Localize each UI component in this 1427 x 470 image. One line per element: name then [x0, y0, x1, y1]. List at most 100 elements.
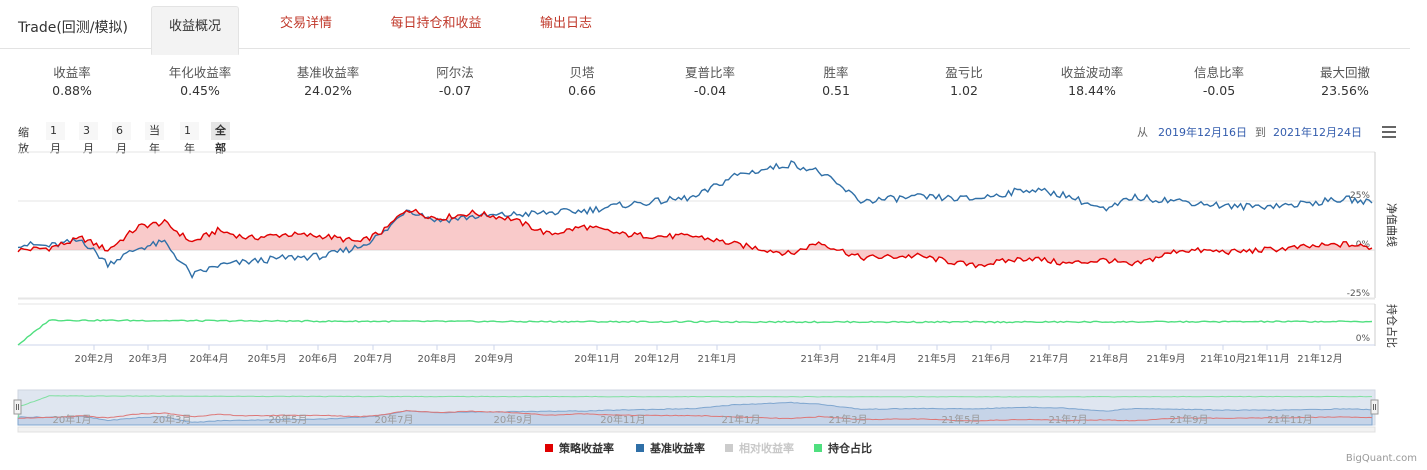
metric-label: 夏普比率 — [684, 65, 735, 80]
navigator-position — [17, 395, 1372, 419]
x-tick-label: 21年1月 — [697, 352, 736, 365]
metric-value: 18.44% — [1068, 83, 1116, 98]
legend-item-position[interactable]: 持仓占比 — [814, 440, 872, 456]
zoom-label: 缩放 — [18, 126, 29, 155]
x-tick-label: 21年3月 — [800, 352, 839, 365]
zoom-1m-button[interactable]: 1月 — [46, 122, 65, 155]
metric-value: -0.04 — [693, 83, 727, 98]
x-tick-label: 20年9月 — [474, 352, 513, 365]
main-gridlines — [18, 200, 1375, 300]
metric-volatility: 收益波动率 18.44% — [1037, 62, 1147, 98]
zoom-6m-button[interactable]: 6月 — [112, 122, 131, 155]
x-tick-label: 21年5月 — [917, 352, 956, 365]
x-tick-label: 20年6月 — [298, 352, 337, 365]
navigator-strategy — [17, 410, 1373, 422]
navigator-tick-label: 21年7月 — [1048, 413, 1087, 426]
credit-text: BigQuant.com — [1345, 453, 1417, 464]
metric-label: 最大回撤 — [1319, 65, 1370, 80]
navigator-benchmark — [17, 401, 1373, 426]
x-tick-label: 20年11月 — [574, 352, 619, 365]
range-to-label: 到 — [1255, 126, 1266, 139]
metric-label: 阿尔法 — [436, 65, 474, 80]
zoom-all-button[interactable]: 全部 — [211, 122, 230, 155]
strategy-fill-area — [18, 209, 1372, 268]
position-y-tick-labels: 0% — [1356, 334, 1371, 344]
tab-output-log[interactable]: 输出日志 — [539, 16, 592, 31]
navigator-left-handle[interactable] — [13, 399, 22, 415]
navigator-tick-label: 20年5月 — [268, 413, 307, 426]
zoom-1y-button[interactable]: 1年 — [180, 122, 199, 155]
navigator-tick-label: 21年9月 — [1169, 413, 1208, 426]
strategy-line — [17, 208, 1373, 269]
legend-label: 持仓占比 — [828, 442, 872, 455]
benchmark-line — [17, 160, 1373, 280]
tab-overview[interactable]: 收益概况 — [151, 6, 239, 55]
metric-annual-return: 年化收益率 0.45% — [145, 62, 255, 98]
metric-label: 收益波动率 — [1060, 65, 1124, 80]
metric-profit-loss-ratio: 盈亏比 1.02 — [909, 62, 1019, 98]
x-tick-label: 21年4月 — [857, 352, 896, 365]
legend-item-benchmark[interactable]: 基准收益率 — [636, 440, 705, 456]
metric-value: 0.51 — [822, 83, 850, 98]
tab-daily-holdings[interactable]: 每日持仓和收益 — [390, 16, 482, 31]
navigator-window[interactable] — [17, 389, 1376, 426]
y-tick-label: -25% — [1347, 289, 1371, 299]
navigator-scrollbar[interactable] — [17, 426, 1376, 433]
metric-return: 收益率 0.88% — [17, 62, 127, 98]
tab-bar: Trade(回测/模拟) 收益概况 交易详情 每日持仓和收益 输出日志 — [0, 0, 1410, 55]
range-from-input[interactable]: 2019年12月16日 — [1158, 126, 1247, 139]
zoom-3m-button[interactable]: 3月 — [79, 122, 98, 155]
x-tick-label: 21年11月 — [1244, 352, 1289, 365]
metric-value: -0.05 — [1202, 83, 1236, 98]
x-axis-tick-labels: 20年2月 20年3月 20年4月 20年5月 20年6月 20年7月 20年8月 20年9月… — [74, 345, 1343, 365]
navigator-tick-label: 21年3月 — [828, 413, 867, 426]
legend-swatch — [545, 444, 553, 452]
legend-label: 基准收益率 — [650, 442, 705, 455]
navigator-tick-label: 21年1月 — [721, 413, 760, 426]
navigator-right-handle[interactable] — [1370, 399, 1379, 415]
zoom-ytd-button[interactable]: 当年 — [145, 122, 164, 155]
legend-item-strategy[interactable]: 策略收益率 — [545, 440, 614, 456]
legend-swatch — [814, 444, 822, 452]
x-tick-label: 21年8月 — [1089, 352, 1128, 365]
metric-label: 盈亏比 — [945, 65, 983, 80]
navigator-tick-label: 20年3月 — [152, 413, 191, 426]
x-tick-label: 20年3月 — [128, 352, 167, 365]
metrics-row: 收益率 0.88% 年化收益率 0.45% 基准收益率 24.02% 阿尔法 -0.07… — [0, 62, 1410, 100]
metric-sharpe: 夏普比率 -0.04 — [655, 62, 765, 98]
metric-value: 0.88% — [52, 83, 92, 98]
position-pane-title: 持仓占比 — [1385, 304, 1399, 348]
navigator-tick-label: 21年11月 — [1267, 413, 1312, 426]
x-tick-label: 21年6月 — [971, 352, 1010, 365]
x-tick-label: 21年10月 — [1200, 352, 1245, 365]
metric-label: 信息比率 — [1193, 65, 1244, 80]
y-tick-label: 0% — [1356, 334, 1371, 344]
legend-label: 相对收益率 — [739, 442, 794, 455]
range-from-label: 从 — [1137, 126, 1148, 139]
chart-legend: 策略收益率 基准收益率 相对收益率 持仓占比 — [0, 440, 1410, 456]
x-tick-label: 21年7月 — [1029, 352, 1068, 365]
navigator-tick-label: 20年7月 — [374, 413, 413, 426]
metric-label: 年化收益率 — [168, 65, 232, 80]
metric-max-drawdown: 最大回撤 23.56% — [1290, 62, 1400, 98]
legend-swatch — [725, 444, 733, 452]
metric-value: 24.02% — [304, 83, 352, 98]
hamburger-menu-icon[interactable] — [1382, 126, 1396, 138]
x-tick-label: 20年4月 — [189, 352, 228, 365]
legend-label: 策略收益率 — [559, 442, 614, 455]
metric-label: 胜率 — [823, 65, 849, 80]
metric-value: 0.45% — [180, 83, 220, 98]
metric-value: 1.02 — [950, 83, 978, 98]
metric-value: -0.07 — [438, 83, 472, 98]
range-to-input[interactable]: 2021年12月24日 — [1273, 126, 1362, 139]
metric-benchmark-return: 基准收益率 24.02% — [273, 62, 383, 98]
navigator-tick-label: 21年5月 — [941, 413, 980, 426]
navigator-tick-label: 20年9月 — [493, 413, 532, 426]
metric-value: 0.66 — [568, 83, 596, 98]
main-pane-title: 净值曲线 — [1385, 203, 1399, 247]
legend-swatch — [636, 444, 644, 452]
legend-item-relative[interactable]: 相对收益率 — [725, 440, 794, 456]
x-tick-label: 20年12月 — [634, 352, 679, 365]
tab-trade-details[interactable]: 交易详情 — [279, 16, 332, 31]
y-tick-label: 25% — [1350, 191, 1370, 201]
